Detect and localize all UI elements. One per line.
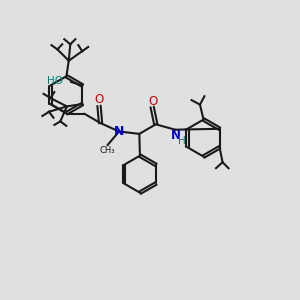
Text: HO: HO [47,76,63,86]
Text: N: N [171,130,182,142]
Text: CH₃: CH₃ [100,146,116,155]
Text: O: O [94,93,104,106]
Text: H: H [178,136,185,146]
Text: N: N [114,125,124,138]
Text: O: O [148,94,158,107]
